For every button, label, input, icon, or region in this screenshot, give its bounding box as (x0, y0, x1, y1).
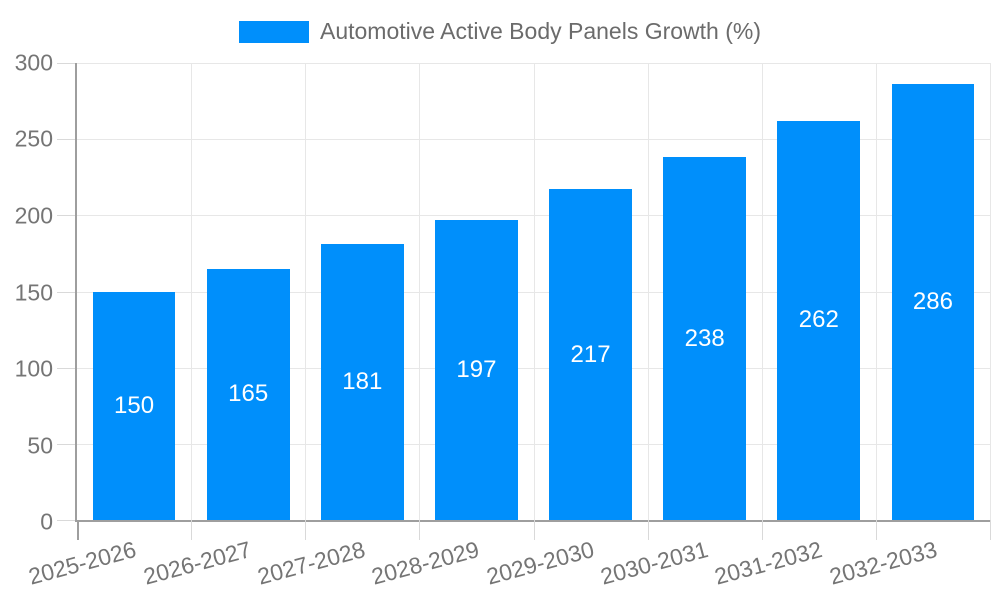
x-axis-label: 2028-2029 (369, 536, 483, 590)
bar-value-label: 217 (570, 340, 611, 368)
gridline-vertical (875, 63, 877, 520)
bar[interactable]: 286 (891, 84, 975, 520)
x-axis-tick (191, 520, 193, 540)
legend: Automotive Active Body Panels Growth (%) (0, 18, 1000, 45)
bar[interactable]: 217 (549, 189, 632, 520)
x-axis-labels: 2025-2026 2026-2027 2027-2028 2028-2029 2029… (26, 536, 990, 600)
legend-swatch-icon (238, 20, 309, 43)
bar-value-label: 286 (912, 288, 953, 316)
y-axis-label: 300 (14, 49, 53, 76)
gridline-vertical (761, 63, 763, 520)
bar-value-label: 262 (798, 306, 839, 334)
y-axis-tick (57, 139, 75, 141)
bar-value-label: 197 (456, 355, 497, 383)
y-axis-tick (57, 291, 75, 293)
x-axis-tick (77, 520, 79, 540)
x-axis-label: 2030-2031 (597, 536, 711, 590)
x-axis-label: 2032-2033 (826, 536, 940, 590)
bar-value-label: 181 (342, 368, 383, 396)
y-axis-label: 100 (14, 355, 53, 382)
x-axis-tick (305, 520, 307, 540)
x-axis-tick (419, 520, 421, 540)
bar[interactable]: 165 (206, 268, 290, 520)
x-axis-label: 2026-2027 (140, 536, 254, 590)
gridline-vertical (647, 63, 649, 520)
legend-label: Automotive Active Body Panels Growth (%) (319, 18, 762, 44)
bar-value-label: 150 (114, 391, 155, 419)
gridline-vertical (990, 63, 991, 520)
bar[interactable]: 181 (320, 244, 404, 520)
x-axis-label: 2027-2028 (254, 536, 368, 590)
x-axis-tick (761, 520, 763, 540)
y-axis-tick (57, 63, 75, 64)
bar-value-label: 165 (228, 380, 269, 408)
gridline-vertical (191, 63, 193, 520)
gridline-vertical (419, 63, 421, 520)
x-axis-label: 2029-2030 (483, 536, 597, 590)
bar[interactable]: 197 (435, 219, 518, 520)
bar[interactable]: 150 (92, 291, 176, 520)
y-axis-label: 50 (27, 432, 53, 458)
bar-value-label: 238 (684, 324, 725, 352)
y-axis-label: 250 (14, 125, 53, 152)
gridline-vertical (533, 63, 535, 520)
plot-area: 150 165 181 197 217 238 262 286 (57, 63, 991, 540)
x-axis-tick (875, 520, 877, 540)
gridline-vertical (305, 63, 307, 520)
y-axis-tick (57, 520, 75, 521)
x-axis-label: 2031-2032 (712, 536, 826, 590)
y-axis-tick (57, 443, 75, 445)
y-axis-labels: 0 50 100 150 200 250 300 (0, 50, 53, 535)
x-axis-tick (533, 520, 535, 540)
y-axis-label: 150 (14, 279, 53, 305)
y-axis-tick (57, 215, 75, 217)
y-axis-label: 200 (14, 202, 53, 229)
y-axis-tick (57, 367, 75, 369)
bar[interactable]: 238 (663, 157, 747, 520)
bar[interactable]: 262 (777, 120, 861, 520)
x-axis-tick (647, 520, 649, 540)
legend-item[interactable]: Automotive Active Body Panels Growth (%) (238, 18, 762, 45)
y-axis-label: 0 (40, 508, 53, 535)
x-axis-label: 2025-2026 (25, 536, 139, 590)
x-axis-tick (990, 520, 991, 540)
